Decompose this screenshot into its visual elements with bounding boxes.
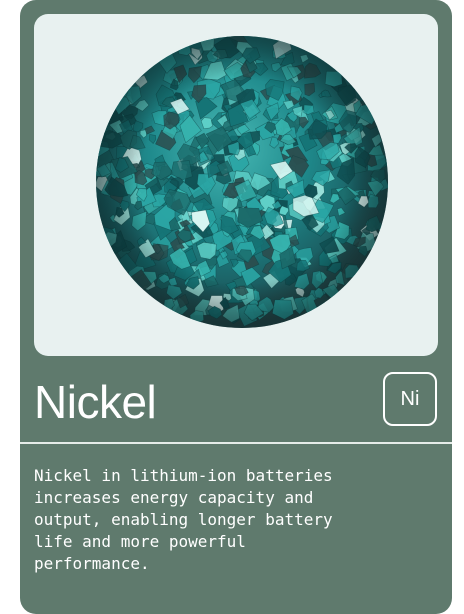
element-symbol-badge: Ni (383, 372, 437, 426)
divider (20, 442, 452, 444)
nickel-crystal-sphere-image (96, 36, 388, 328)
element-image-panel (34, 14, 438, 356)
element-description: Nickel in lithium-ion batteries increase… (34, 466, 333, 573)
element-name: Nickel (34, 376, 157, 428)
element-card: Nickel Ni Nickel in lithium-ion batterie… (20, 0, 452, 614)
